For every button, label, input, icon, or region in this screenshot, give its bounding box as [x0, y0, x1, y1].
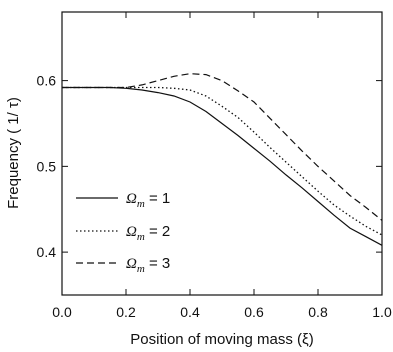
x-tick-label: 0.0	[52, 304, 72, 320]
y-tick-label: 0.6	[37, 73, 57, 89]
y-axis-title: Frequency ( 1/ τ)	[5, 97, 22, 209]
legend-label-2: Ωm = 2	[126, 223, 170, 243]
axis-ticks: 0.0 0.2 0.4 0.6 0.8 1.0 0.4 0.5 0.6	[37, 12, 392, 320]
x-axis-title: Position of moving mass (ξ)	[130, 331, 313, 348]
y-tick-label: 0.5	[37, 158, 57, 174]
series-lines	[62, 73, 383, 246]
x-tick-label: 1.0	[372, 304, 392, 320]
series-line-2	[62, 86, 383, 236]
plot-frame	[61, 11, 383, 296]
x-tick-label: 0.6	[244, 304, 264, 320]
x-tick-label: 0.8	[308, 304, 328, 320]
x-tick-label: 0.2	[116, 304, 136, 320]
legend: Ωm = 1 Ωm = 2 Ωm = 3	[76, 190, 170, 275]
legend-label-3: Ωm = 3	[126, 255, 170, 275]
legend-label-1: Ωm = 1	[126, 190, 170, 210]
x-tick-label: 0.4	[180, 304, 200, 320]
y-tick-label: 0.4	[37, 244, 57, 260]
series-line-1	[62, 86, 383, 246]
